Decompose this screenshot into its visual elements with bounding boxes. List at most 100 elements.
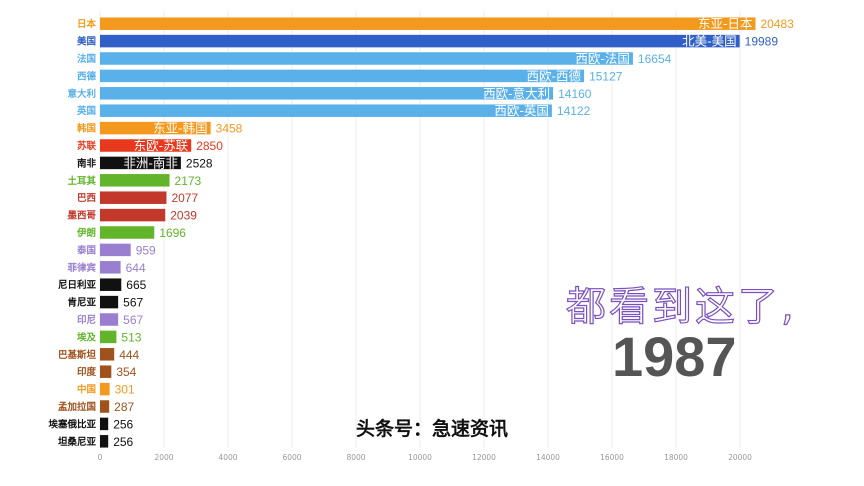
bar bbox=[100, 191, 167, 204]
x-tick-label: 16000 bbox=[600, 453, 624, 462]
region-label: 北美-美国 bbox=[682, 34, 737, 49]
country-label: 英国 bbox=[77, 105, 96, 117]
x-tick-label: 0 bbox=[98, 453, 103, 462]
bar-row: 印尼 567 bbox=[77, 313, 144, 327]
x-tick-label: 14000 bbox=[536, 453, 560, 462]
bar-row: 墨西哥 2039 bbox=[67, 209, 197, 223]
value-label: 2039 bbox=[170, 209, 197, 223]
country-label: 韩国 bbox=[77, 123, 96, 135]
watermark-text: 都看到这了, bbox=[565, 283, 797, 330]
x-tick-label: 12000 bbox=[472, 453, 496, 462]
bar bbox=[100, 156, 181, 170]
value-label: 665 bbox=[126, 278, 146, 292]
bar bbox=[100, 261, 121, 274]
x-tick-label: 6000 bbox=[282, 453, 301, 462]
bar-row: 巴基斯坦 444 bbox=[58, 348, 140, 362]
value-label: 3458 bbox=[216, 122, 243, 136]
bar bbox=[100, 348, 115, 361]
country-label: 菲律宾 bbox=[67, 262, 96, 274]
x-axis: 0 2000 4000 6000 8000 10000 12000 14000 16000 180… bbox=[98, 453, 753, 462]
bar bbox=[100, 17, 756, 30]
country-label: 泰国 bbox=[76, 244, 96, 256]
bar-row: 坦桑尼亚 256 bbox=[58, 435, 134, 449]
value-label: 959 bbox=[136, 243, 156, 257]
country-label: 印度 bbox=[77, 366, 97, 378]
bar-row: 印度 354 bbox=[77, 365, 137, 379]
value-label: 14160 bbox=[558, 87, 592, 101]
bar-row: 美国 北美-美国 19989 bbox=[76, 34, 778, 49]
bar bbox=[100, 87, 554, 100]
value-label: 444 bbox=[119, 348, 139, 362]
region-label: 东亚-韩国 bbox=[153, 121, 208, 136]
country-label: 美国 bbox=[76, 36, 96, 48]
x-tick-label: 2000 bbox=[154, 453, 173, 462]
bar bbox=[100, 52, 633, 65]
country-label: 埃及 bbox=[77, 331, 97, 343]
bar bbox=[100, 435, 109, 448]
x-tick-label: 4000 bbox=[218, 453, 237, 462]
bar bbox=[100, 382, 110, 396]
bar bbox=[100, 208, 166, 222]
value-label: 15127 bbox=[589, 69, 623, 83]
country-label: 埃塞俄比亚 bbox=[48, 418, 96, 430]
value-label: 567 bbox=[123, 296, 143, 310]
bar bbox=[100, 69, 585, 83]
country-label: 伊朗 bbox=[76, 227, 96, 239]
region-label: 西欧-法国 bbox=[575, 51, 630, 66]
country-label: 坦桑尼亚 bbox=[58, 436, 97, 448]
year-label: 1987 bbox=[612, 325, 737, 388]
value-label: 1696 bbox=[159, 226, 186, 240]
bar bbox=[100, 139, 192, 152]
bar-row: 中国 301 bbox=[77, 383, 135, 397]
bar-row: 西德 西欧-西德 15127 bbox=[77, 68, 623, 83]
country-label: 墨西哥 bbox=[67, 211, 96, 222]
value-label: 256 bbox=[113, 435, 133, 449]
value-label: 287 bbox=[114, 400, 134, 414]
bar bbox=[100, 278, 122, 291]
bar bbox=[100, 295, 119, 309]
value-label: 354 bbox=[116, 365, 136, 379]
source-credit: 头条号：急速资讯 bbox=[356, 418, 509, 440]
value-label: 256 bbox=[113, 417, 133, 431]
country-label: 孟加拉国 bbox=[58, 401, 96, 413]
country-label: 日本 bbox=[77, 18, 97, 30]
country-label: 土耳其 bbox=[67, 175, 96, 187]
value-label: 2077 bbox=[171, 191, 198, 205]
country-label: 西德 bbox=[77, 70, 97, 82]
bar-row: 法国 西欧-法国 16654 bbox=[77, 51, 672, 66]
x-tick-label: 20000 bbox=[728, 453, 752, 462]
region-label: 西欧-意大利 bbox=[483, 86, 550, 101]
value-label: 301 bbox=[115, 383, 135, 397]
region-label: 西欧-西德 bbox=[527, 68, 582, 83]
bar-row: 菲律宾 644 bbox=[67, 261, 145, 275]
x-tick-label: 10000 bbox=[408, 453, 432, 462]
country-label: 印尼 bbox=[77, 314, 96, 326]
bar-row: 埃塞俄比亚 256 bbox=[48, 417, 133, 431]
value-label: 2528 bbox=[186, 156, 213, 170]
bar bbox=[100, 313, 119, 326]
bar-row: 泰国 959 bbox=[76, 243, 156, 257]
bar-row: 日本 东亚-日本 20483 bbox=[77, 16, 794, 31]
bar-row: 苏联 东欧-苏联 2850 bbox=[77, 138, 223, 153]
bar-row: 英国 西欧-英国 14122 bbox=[77, 103, 591, 118]
country-label: 尼日利亚 bbox=[58, 279, 97, 291]
value-label: 2173 bbox=[175, 174, 202, 188]
value-label: 14122 bbox=[557, 104, 591, 118]
bar bbox=[100, 34, 740, 48]
value-label: 2850 bbox=[196, 139, 223, 153]
bar-row: 意大利 西欧-意大利 14160 bbox=[67, 86, 591, 101]
bar bbox=[100, 226, 155, 239]
value-label: 16654 bbox=[638, 52, 672, 66]
bar bbox=[100, 243, 131, 257]
value-label: 19989 bbox=[745, 35, 779, 49]
bar bbox=[100, 121, 211, 135]
bar-row: 尼日利亚 665 bbox=[58, 278, 147, 292]
bar-row: 肯尼亚 567 bbox=[67, 296, 143, 310]
region-label: 西欧-英国 bbox=[494, 103, 549, 118]
x-tick-label: 8000 bbox=[346, 453, 365, 462]
region-label: 东亚-日本 bbox=[698, 16, 753, 31]
bar-row: 埃及 513 bbox=[77, 330, 142, 344]
country-label: 南非 bbox=[77, 157, 97, 169]
